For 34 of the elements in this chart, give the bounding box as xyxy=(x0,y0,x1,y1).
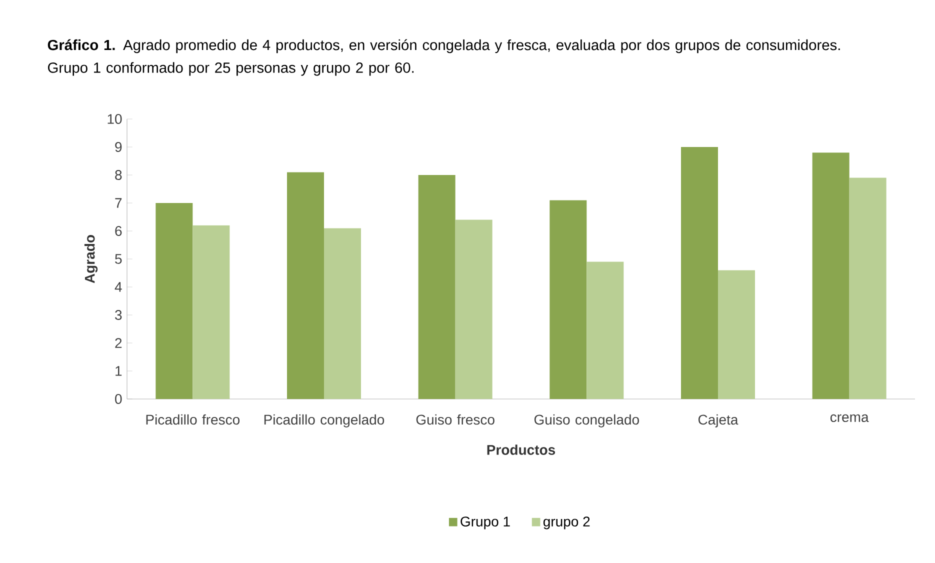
y-tick-label: 0 xyxy=(115,394,122,404)
chart-title: Gráfico 1. Agrado promedio de 4 productos, en versión congelada y fresca, evaluada por dos grupos de consumidores. Grupo 1 conformado por 25 personas y grupo 2 por 60. xyxy=(48,39,840,76)
bar xyxy=(287,172,324,399)
bar xyxy=(849,178,886,399)
y-tick-label: 7 xyxy=(115,198,122,208)
y-tick-label: 5 xyxy=(115,254,122,264)
x-tick-label: Picadillo congelado xyxy=(264,414,384,428)
x-axis-title: Productos xyxy=(487,444,556,455)
y-tick-label: 4 xyxy=(114,282,122,292)
x-tick-label: Picadillo fresco xyxy=(146,414,240,425)
bar xyxy=(718,270,755,399)
y-axis-title: Agrado xyxy=(84,235,98,284)
bar xyxy=(550,200,587,399)
x-tick-label: Cajeta xyxy=(698,414,738,428)
bar xyxy=(586,262,624,399)
y-tick-label: 6 xyxy=(115,226,122,236)
x-tick-label: Guiso fresco xyxy=(416,414,494,425)
bar xyxy=(156,202,193,399)
y-tick-label: 1 xyxy=(116,366,122,376)
y-tick-label: 2 xyxy=(115,338,122,348)
bar xyxy=(324,228,361,399)
x-tick-label: Guiso congelado xyxy=(534,414,639,428)
bar xyxy=(455,220,492,399)
bar xyxy=(812,152,850,399)
y-tick-label: 3 xyxy=(115,310,122,320)
y-tick-label: 9 xyxy=(115,142,122,152)
x-tick-label: crema xyxy=(830,414,869,422)
y-tick-label: 10 xyxy=(108,114,122,124)
bar xyxy=(680,146,718,399)
legend-label: Grupo 1 xyxy=(460,516,510,530)
bar xyxy=(192,225,230,399)
y-tick-label: 8 xyxy=(115,170,122,180)
bar xyxy=(418,174,456,399)
legend-label: grupo 2 xyxy=(543,516,590,530)
